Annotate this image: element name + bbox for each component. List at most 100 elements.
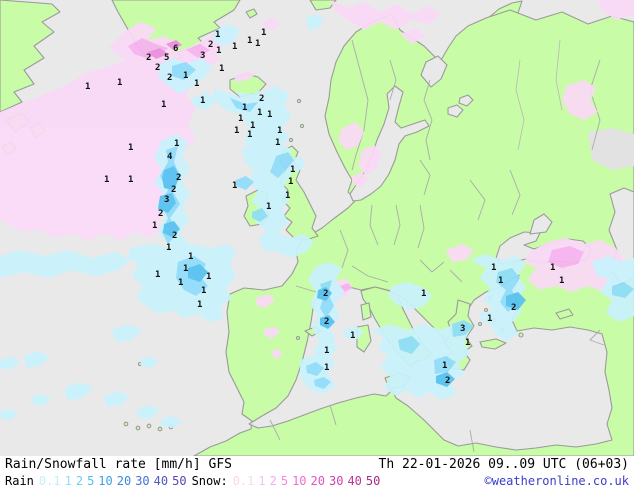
precip-value-label: 1: [550, 263, 555, 273]
rain-scale-value: 20: [116, 474, 132, 488]
rain-core-ionian-e: [434, 356, 456, 374]
precip-value-label: 2: [146, 53, 151, 63]
precip-value-label: 1: [188, 252, 193, 262]
precip-value-label: 1: [266, 202, 271, 212]
sea-white-sea: [420, 55, 448, 88]
rain-scale-value: 1: [64, 474, 72, 488]
precip-value-label: 1: [247, 130, 252, 140]
precip-value-label: 1: [559, 276, 564, 286]
precip-value-label: 1: [104, 175, 109, 185]
rain-area-adriatic: [388, 282, 432, 310]
precip-legend: Rain 0.1 1 2 5 10 20 30 40 50 Snow: 0.1 1 2 5 10 20 30…: [5, 474, 380, 488]
caption-bar: Rain/Snowfall rate [mm/h] GFS Th 22-01-2…: [0, 456, 634, 490]
rain-patch-balearic-s: [314, 341, 338, 359]
snow-scale-value: 50: [365, 474, 381, 488]
land-shetland: [299, 123, 305, 129]
rain-heavy-aegean: [506, 292, 526, 310]
precip-value-label: 1: [442, 361, 447, 371]
precip-value-label: 1: [324, 346, 329, 356]
rain-core-east-anatolia: [612, 282, 634, 298]
precip-value-label: 1: [178, 278, 183, 288]
rain-layer: [0, 14, 634, 428]
precip-value-label: 1: [183, 71, 188, 81]
map-title: Rain/Snowfall rate [mm/h] GFS: [5, 457, 232, 472]
land-faroes: [296, 98, 302, 104]
rain-patch-arctic: [212, 24, 240, 46]
precip-value-label: 2: [323, 289, 328, 299]
land-aegean-isle: [483, 307, 489, 313]
precip-value-label: 1: [255, 39, 260, 49]
land-crete: [479, 338, 507, 350]
land-canary: [157, 426, 163, 432]
land-canada: [0, 0, 61, 113]
rain-spot-ireland-s: [252, 208, 268, 222]
precip-value-label: 1: [238, 114, 243, 124]
precip-value-label: 1: [275, 138, 280, 148]
rain-heavy-spot: [162, 166, 180, 190]
precip-value-label: 1: [174, 139, 179, 149]
land-canary: [123, 421, 129, 427]
rain-scale-value: 40: [153, 474, 169, 488]
precip-value-label: 1: [128, 175, 133, 185]
precip-value-label: 2: [259, 94, 264, 104]
rain-patch: [112, 324, 142, 342]
snow-patch-spain: [256, 294, 275, 308]
rain-scale-value: 30: [135, 474, 150, 488]
snow-patch-spain: [270, 349, 283, 359]
border-layer: [269, 39, 605, 453]
snow-core-alps: [340, 283, 352, 292]
precip-value-label: 1: [487, 314, 492, 324]
snow-patch-balkans: [446, 244, 474, 262]
land-cyprus: [555, 308, 574, 320]
rain-core-iceland: [230, 98, 258, 112]
rain-heavy-midatlantic: [188, 264, 208, 282]
precip-value-label: 1: [324, 363, 329, 373]
precip-value-label: 1: [498, 276, 503, 286]
land-canary: [135, 425, 141, 431]
snow-patch-norway: [338, 122, 364, 150]
precip-value-label: 2: [171, 185, 176, 195]
snow-scale-value: 2: [269, 474, 277, 488]
snow-scale-value: 30: [328, 474, 344, 488]
precip-value-label: 1: [194, 79, 199, 89]
precip-value-label: 1: [216, 46, 221, 56]
lake-onega: [458, 94, 474, 107]
snow-patch-norwegian-sea: [262, 18, 280, 31]
precip-value-label: 1: [242, 103, 247, 113]
rain-patch-sardinia-w: [344, 326, 364, 340]
rain-core-ionian: [398, 336, 420, 354]
precip-value-label: 1: [232, 181, 237, 191]
snow-scale-value: 0.1: [232, 474, 255, 488]
precip-value-label: 1: [183, 264, 188, 274]
rain-band-west: [0, 250, 130, 278]
snow-patch-spain: [264, 326, 280, 339]
rain-heavy-spot: [163, 221, 180, 237]
land-rhodes: [518, 332, 524, 338]
rain-patch-iceland-coast: [236, 90, 262, 100]
land-ibiza: [295, 335, 301, 341]
rain-patch: [64, 382, 94, 400]
snow-patch-ural: [562, 80, 598, 120]
snow-area-arctic: [330, 0, 440, 30]
precip-value-label: 5: [164, 53, 169, 63]
snow-legend-label: Snow:: [191, 474, 228, 488]
snow-heavy-spot: [148, 48, 168, 59]
rain-scale-value: 10: [98, 474, 113, 488]
copyright: ©weatheronline.co.uk: [484, 474, 630, 488]
snow-scale-value: 10: [292, 474, 307, 488]
steppe-gray-area: [588, 128, 634, 170]
snow-scale-value: 5: [280, 474, 289, 488]
precip-value-label: 1: [491, 263, 496, 273]
precip-value-label: 3: [164, 195, 169, 205]
precip-value-label: 1: [197, 300, 202, 310]
precip-value-label: 1: [285, 191, 290, 201]
precip-value-label: 1: [232, 42, 237, 52]
rain-patch: [30, 394, 52, 406]
rain-scale-value: 50: [172, 474, 187, 488]
snow-heavy-spot: [166, 40, 182, 50]
rain-spot-west-ireland: [236, 176, 254, 190]
precip-value-label: 2: [208, 40, 213, 50]
rain-core-greece-s: [452, 320, 474, 337]
